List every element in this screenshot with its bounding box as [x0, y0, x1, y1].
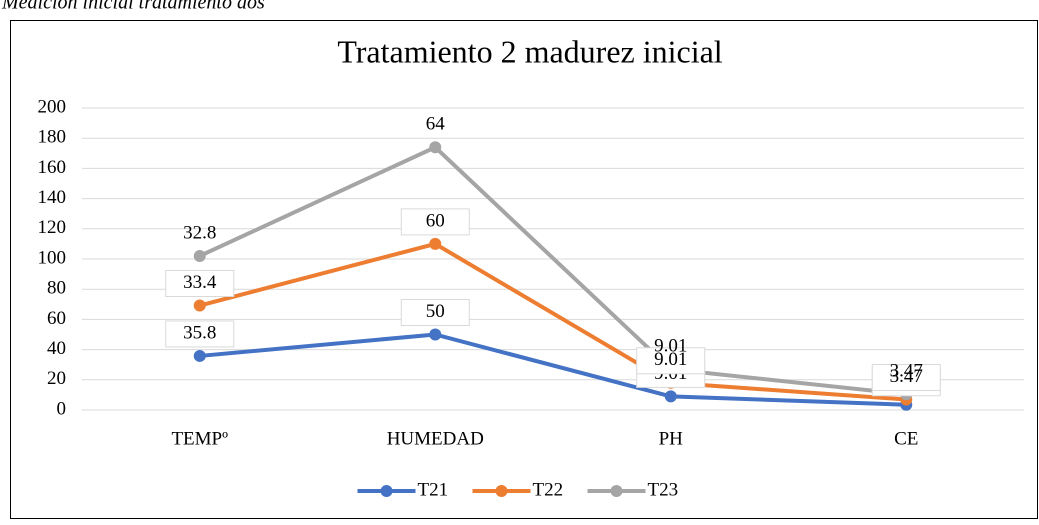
legend-label: T21 — [418, 479, 449, 500]
x-tick-label: CE — [894, 428, 918, 449]
y-tick-label: 60 — [47, 308, 66, 329]
data-label: 9.01 — [654, 349, 687, 370]
series-line — [199, 241, 907, 402]
chart-frame — [10, 20, 1038, 519]
y-tick-label: 20 — [47, 368, 66, 389]
point — [193, 249, 206, 262]
point — [429, 237, 442, 250]
caption: Medición inicial tratamiento dos — [1, 0, 265, 14]
legend-label: T22 — [533, 479, 564, 500]
label-box — [165, 320, 235, 348]
legend-label: T23 — [648, 479, 679, 500]
y-tick-label: 80 — [47, 278, 66, 299]
chart-title: Tratamiento 2 madurez inicial — [337, 33, 722, 69]
data-label: 35.8 — [183, 322, 216, 343]
label-box — [636, 347, 706, 375]
data-label: 33.4 — [183, 272, 217, 293]
label-box — [400, 299, 470, 326]
data-label: 50 — [426, 301, 445, 322]
data-label: 3.47 — [890, 366, 923, 387]
point — [193, 349, 206, 362]
data-label: 64 — [426, 114, 446, 135]
point — [664, 390, 677, 403]
y-tick-label: 120 — [38, 217, 67, 238]
x-tick-label: HUMEDAD — [387, 428, 484, 449]
point — [193, 299, 206, 312]
y-tick-label: 200 — [38, 96, 67, 117]
y-tick-label: 180 — [38, 127, 67, 148]
y-tick-label: 140 — [38, 187, 67, 208]
data-label: 9.01 — [654, 336, 687, 357]
legend-marker — [495, 485, 508, 497]
series-line — [199, 332, 907, 407]
legend-marker — [380, 485, 393, 497]
y-tick-label: 160 — [38, 157, 67, 178]
legend-marker — [610, 485, 623, 497]
point — [429, 328, 442, 341]
point — [429, 141, 442, 154]
data-label: 60 — [426, 210, 445, 231]
x-tick-label: TEMPº — [171, 428, 228, 449]
y-tick-label: 100 — [38, 247, 67, 268]
y-tick-label: 40 — [47, 338, 66, 359]
label-box — [400, 208, 470, 236]
label-box — [165, 270, 235, 298]
x-tick-label: PH — [659, 428, 684, 449]
label-box — [871, 364, 941, 392]
series-line — [198, 144, 907, 397]
data-label: 3.47 — [890, 361, 923, 382]
y-tick-label: 0 — [57, 398, 67, 419]
data-label: 32.8 — [183, 222, 216, 243]
